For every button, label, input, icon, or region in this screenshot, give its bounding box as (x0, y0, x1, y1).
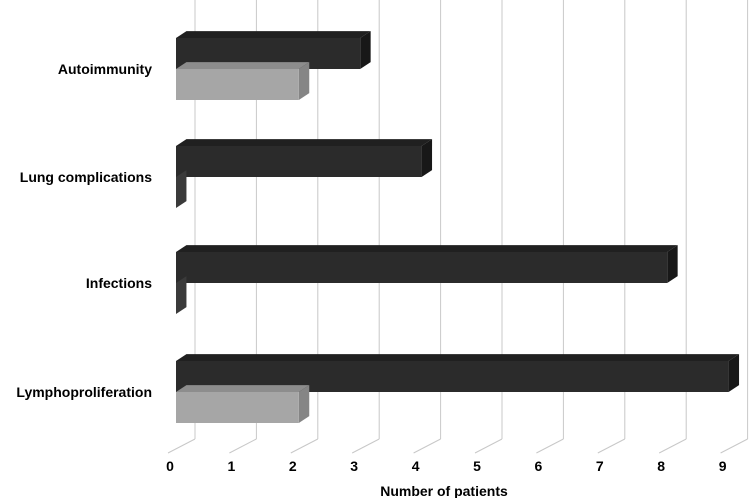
bar-lung-complications-series-1-top (176, 139, 433, 146)
floor-line-1 (229, 438, 257, 454)
bar-lymphoproliferation-series-1-side (728, 354, 740, 392)
floor-line-2 (290, 438, 319, 454)
bar-lymphoproliferation-series-2-side (298, 385, 310, 423)
floor-line-8 (658, 438, 687, 454)
bar-lymphoproliferation-series-2-top (176, 385, 310, 392)
bar-autoimmunity-series-2 (176, 62, 310, 100)
bar-infections-series-1 (176, 245, 678, 283)
category-label-infections: Infections (86, 275, 152, 291)
bar-lymphoproliferation-series-1-top (176, 354, 740, 361)
x-tick-label-9: 9 (719, 458, 727, 474)
floor-line-4 (413, 438, 441, 454)
x-tick-label-5: 5 (473, 458, 481, 474)
bar-autoimmunity-series-2-front (176, 69, 299, 100)
floor-line-9 (720, 438, 748, 454)
x-tick-label-2: 2 (289, 458, 297, 474)
label-layer: 0 1 2 3 4 5 6 7 8 9 Autoimmunity Lung complications… (16, 61, 726, 474)
bar-infections-series-2 (176, 276, 187, 314)
category-label-autoimmunity: Autoimmunity (58, 61, 152, 77)
bar-lung-complications-series-1-front (176, 146, 422, 177)
x-tick-label-3: 3 (350, 458, 358, 474)
floor-line-5 (474, 438, 503, 454)
floor-line-0 (167, 438, 196, 454)
x-axis-title: Number of patients (380, 483, 508, 498)
floor-line-7 (597, 438, 626, 454)
x-tick-label-0: 0 (166, 458, 174, 474)
bar-infections-series-1-side (667, 245, 678, 283)
category-label-lymphoproliferation: Lymphoproliferation (16, 384, 152, 400)
bar-autoimmunity-series-1-side (360, 31, 371, 69)
bar-autoimmunity-series-2-top (176, 62, 310, 69)
category-label-lung-complications: Lung complications (20, 169, 152, 185)
x-tick-label-8: 8 (657, 458, 665, 474)
bar-layer (176, 31, 740, 423)
bar-lymphoproliferation-series-2-front (176, 392, 299, 423)
bar-autoimmunity-series-1-top (176, 31, 371, 38)
bar-lung-complications-series-1 (176, 139, 433, 177)
x-tick-label-1: 1 (228, 458, 236, 474)
bar-lymphoproliferation-series-2 (176, 385, 310, 423)
bar-autoimmunity-series-2-side (298, 62, 310, 100)
x-tick-label-7: 7 (596, 458, 604, 474)
bar-lung-complications-series-2 (176, 170, 187, 208)
x-tick-label-6: 6 (535, 458, 543, 474)
bar-infections-series-1-front (176, 252, 668, 283)
floor-line-3 (351, 438, 380, 454)
bar-lung-complications-series-1-side (421, 139, 433, 177)
floor-line-6 (536, 438, 564, 454)
x-tick-label-4: 4 (412, 458, 420, 474)
bar-infections-series-1-top (176, 245, 678, 252)
